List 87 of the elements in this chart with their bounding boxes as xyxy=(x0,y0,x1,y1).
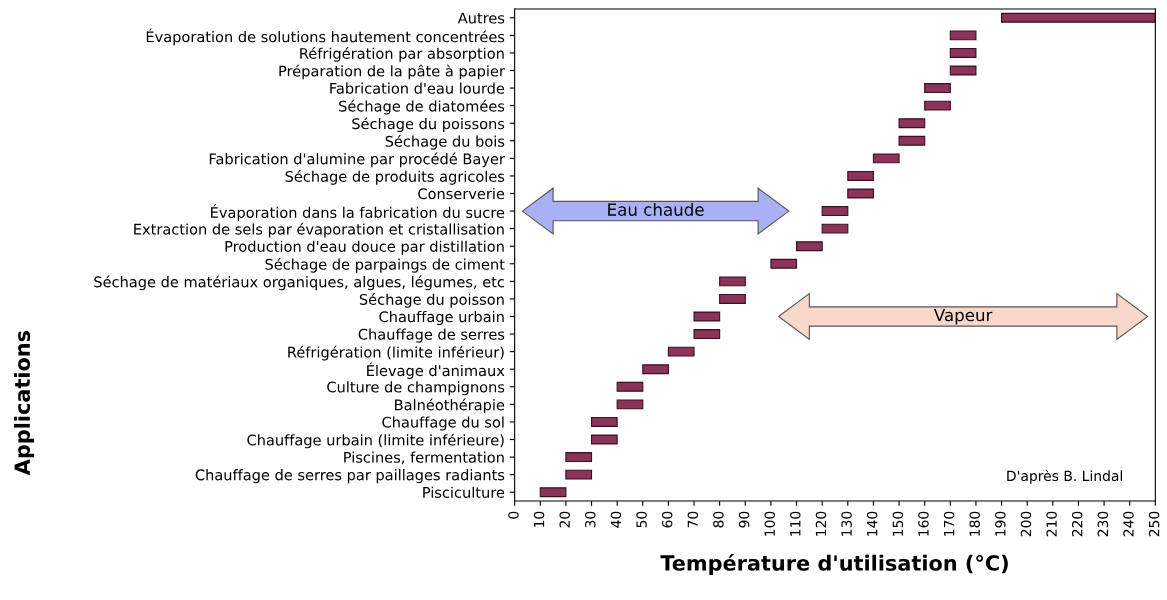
annotation: D'après B. Lindal xyxy=(1007,469,1122,484)
x-tick-label: 40 xyxy=(610,511,622,528)
x-tick-label: 50 xyxy=(636,511,647,528)
x-tick-label: 170 xyxy=(943,511,955,536)
bar xyxy=(719,276,746,287)
bar xyxy=(924,83,951,94)
bar xyxy=(642,364,669,375)
x-tick-label: 100 xyxy=(764,511,775,536)
y-tick-label: Piscines, fermentation xyxy=(344,451,504,465)
bar xyxy=(565,469,593,480)
x-tick-label: 140 xyxy=(866,511,878,536)
bar xyxy=(770,258,798,269)
x-tick-label: 190 xyxy=(995,511,1006,536)
bar xyxy=(590,416,618,427)
y-tick-label: Chauffage urbain xyxy=(379,310,504,326)
y-tick-label: Évaporation dans la fabrication du sucre xyxy=(211,204,505,221)
bar xyxy=(616,399,644,410)
y-tick-label: Séchage de diatomées xyxy=(339,99,505,115)
y-tick-label: Évaporation de solutions hautement concentrées xyxy=(146,28,505,46)
x-tick-label: 10 xyxy=(533,511,545,527)
annotation: Eau chaude xyxy=(608,203,704,216)
x-tick-label: 200 xyxy=(1020,511,1032,537)
y-axis-title: Applications xyxy=(13,330,35,476)
y-tick-label: Fabrication d'alumine par procédé Bayer xyxy=(209,152,505,168)
bar xyxy=(924,100,951,111)
bar xyxy=(847,170,874,181)
bar xyxy=(590,434,618,445)
y-tick-label: Réfrigération (limite inférieur) xyxy=(288,345,504,361)
x-tick-label: 180 xyxy=(969,511,980,536)
x-tick-label: 130 xyxy=(841,511,852,536)
x-tick-label: 30 xyxy=(585,511,596,528)
x-tick-label: 0 xyxy=(508,511,519,519)
y-tick-label: Séchage de parpaings de ciment xyxy=(265,257,505,273)
y-tick-label: Élevage d'animaux xyxy=(367,362,505,379)
bar xyxy=(616,381,644,392)
y-tick-label: Chauffage urbain (limite inférieure) xyxy=(247,433,504,449)
y-tick-label: Séchage de matériaux organiques, algues, légumes, etc xyxy=(94,275,505,291)
bar xyxy=(872,153,900,164)
bar xyxy=(898,135,926,146)
bar xyxy=(949,47,977,58)
y-tick-label: Extraction de sels par évaporation et cristallisation xyxy=(134,222,504,238)
x-tick-label: 120 xyxy=(815,511,827,536)
y-tick-label: Pisciculture xyxy=(423,486,505,498)
y-tick-label: Autres xyxy=(457,12,505,24)
y-tick-label: Fabrication d'eau lourde xyxy=(330,82,505,94)
bar xyxy=(1001,12,1156,23)
annotation: Vapeur xyxy=(933,308,993,325)
x-tick-label: 90 xyxy=(738,511,750,528)
y-tick-label: Balnéothérapie xyxy=(395,398,505,414)
y-tick-label: Culture de champignons xyxy=(327,381,505,396)
x-tick-label: 60 xyxy=(661,511,673,528)
x-axis-title: Température d'utilisation (°C) xyxy=(660,553,1008,575)
x-tick-label: 110 xyxy=(790,511,801,536)
y-tick-label: Réfrigération par absorption xyxy=(300,47,504,62)
bar xyxy=(693,311,721,322)
y-tick-label: Séchage du bois xyxy=(385,134,505,150)
bar xyxy=(949,30,977,41)
x-tick-label: 160 xyxy=(918,511,929,536)
y-tick-label: Chauffage du sol xyxy=(382,416,504,431)
x-tick-label: 150 xyxy=(892,511,904,536)
y-tick-label: Préparation de la pâte à papier xyxy=(279,64,505,80)
bar xyxy=(667,346,695,357)
y-tick-label: Séchage du poisson xyxy=(359,293,504,308)
bar xyxy=(565,452,593,463)
bar xyxy=(847,188,874,199)
y-tick-label: Séchage de produits agricoles xyxy=(285,170,505,185)
y-tick-label: Conserverie xyxy=(418,187,505,200)
bar xyxy=(795,241,823,252)
bar xyxy=(821,223,849,234)
y-tick-label: Chauffage de serres par paillages radiants xyxy=(195,469,505,484)
y-tick-label: Séchage du poissons xyxy=(352,117,505,133)
x-tick-label: 240 xyxy=(1123,511,1134,537)
x-tick-label: 210 xyxy=(1046,511,1057,537)
x-tick-label: 230 xyxy=(1097,511,1109,537)
x-tick-label: 20 xyxy=(559,511,570,528)
x-tick-label: 220 xyxy=(1071,511,1083,537)
bar xyxy=(693,329,721,340)
y-tick-label: Production d'eau douce par distillation xyxy=(225,240,504,255)
x-tick-label: 80 xyxy=(713,511,724,528)
x-tick-label: 70 xyxy=(687,511,699,528)
bar xyxy=(949,65,977,76)
y-tick-label: Chauffage de serres xyxy=(358,328,505,343)
bar xyxy=(719,293,746,304)
bar xyxy=(898,118,926,129)
bar xyxy=(539,487,567,498)
x-tick-label: 250 xyxy=(1148,511,1160,537)
bar xyxy=(821,206,849,217)
